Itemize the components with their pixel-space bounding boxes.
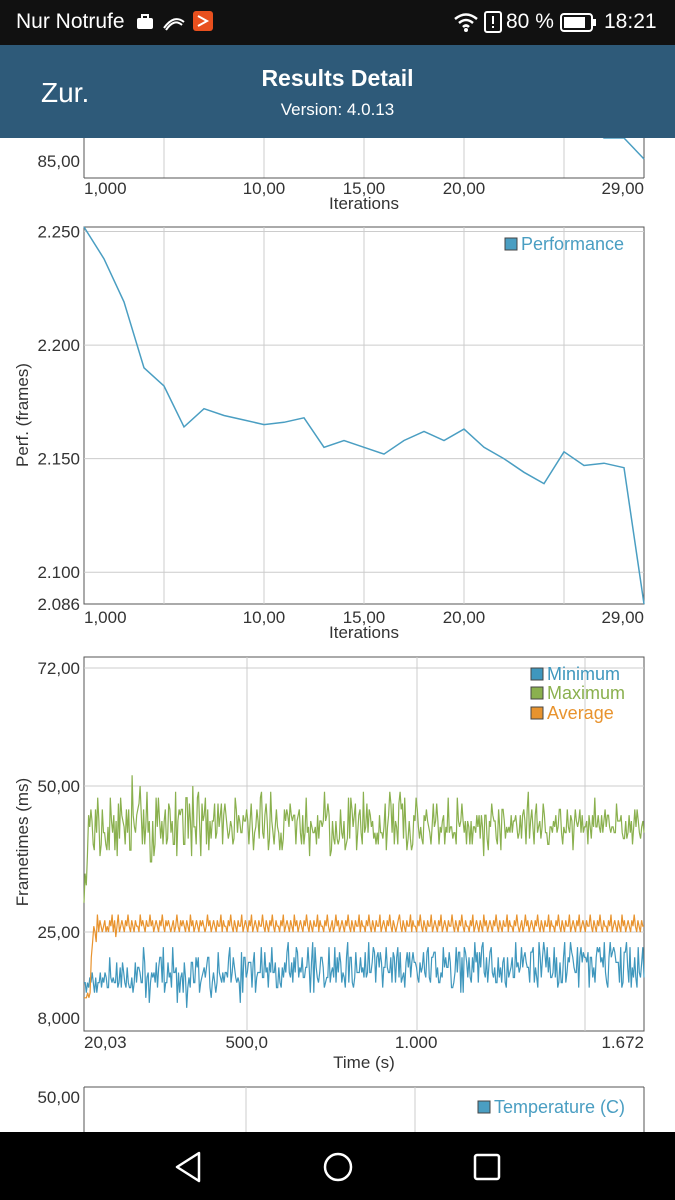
chart1-x-tick-label: 10,00 [243, 179, 286, 198]
chart1-x-tick-label: 1,000 [84, 179, 127, 198]
chart3-x-tick-label: 20,03 [84, 1033, 127, 1052]
carrier-label: Nur Notrufe [16, 10, 125, 33]
legend-average-swatch [530, 706, 544, 720]
chart2-y-tick-label: 2.200 [37, 336, 80, 355]
chart3-y-axis-label: Frametimes (ms) [13, 778, 32, 906]
legend-average: Average [547, 703, 614, 723]
app-bar: Zur. Results Detail Version: 4.0.13 [0, 45, 675, 138]
chart3-y-tick-label: 50,00 [37, 777, 80, 796]
battery-icon [560, 13, 596, 32]
chart2-y-axis-label: Perf. (frames) [13, 363, 32, 467]
navigation-bar [0, 1132, 675, 1200]
notification-app-icon [193, 11, 213, 31]
chart1-x-tick-label: 29,00 [601, 179, 644, 198]
legend-minimum: Minimum [547, 664, 620, 684]
recents-square-icon[interactable] [473, 1153, 501, 1181]
status-bar: Nur Notrufe 80 % 18:21 [0, 0, 675, 45]
chart3-frame [83, 656, 645, 1032]
legend-performance: Performance [521, 234, 624, 254]
performance-line [83, 226, 645, 605]
average-line [84, 914, 644, 999]
chart2-x-tick-label: 20,00 [443, 608, 486, 627]
chart2-x-tick-label: 15,00 [343, 608, 386, 627]
chart3-x-tick-label: 1.672 [601, 1033, 644, 1052]
legend-maximum-swatch [530, 686, 544, 700]
wifi-icon [454, 13, 478, 32]
chart4-y-tick-label: 50,00 [37, 1088, 80, 1107]
chart1-x-axis-label: Iterations [329, 194, 399, 213]
chart3-x-axis-label: Time (s) [333, 1053, 395, 1072]
briefcase-icon [137, 14, 153, 29]
chart3-x-tick-label: 500,0 [225, 1033, 268, 1052]
legend-maximum: Maximum [547, 683, 625, 703]
nfc-icon [163, 18, 185, 31]
clock: 18:21 [604, 10, 657, 33]
chart3-y-tick-label: 25,00 [37, 923, 80, 942]
chart3-x-tick-label: 1.000 [395, 1033, 438, 1052]
chart1-series-line [602, 138, 645, 160]
legend-performance-swatch [504, 237, 518, 251]
chart1-x-tick-label: 20,00 [443, 179, 486, 198]
chart2-y-tick-label: 2.086 [37, 595, 80, 614]
legend-minimum-swatch [530, 667, 544, 681]
chart2-x-axis-label: Iterations [329, 623, 399, 642]
legend-temperature: Temperature (C) [494, 1097, 625, 1117]
charts-area[interactable]: 85,001,000 10,00 15,00 20,00 29,00Iterations… [0, 138, 675, 1132]
version-label: Version: 4.0.13 [280, 100, 395, 119]
chart3-y-tick-label: 72,00 [37, 659, 80, 678]
page-title: Results Detail [261, 65, 414, 91]
battery-percent: 80 % [506, 10, 554, 33]
minimum-line [84, 941, 645, 1008]
chart2-y-tick-label: 2.100 [37, 563, 80, 582]
legend-temperature-swatch [477, 1100, 491, 1114]
chart3-y-tick-label: 8,000 [37, 1009, 80, 1028]
back-triangle-icon[interactable] [173, 1151, 203, 1183]
chart2-x-tick-label: 1,000 [84, 608, 127, 627]
chart2-y-tick-label: 2.150 [37, 450, 80, 469]
chart1-x-tick-label: 15,00 [343, 179, 386, 198]
alert-icon [484, 11, 502, 33]
chart2-x-tick-label: 29,00 [601, 608, 644, 627]
chart2-x-tick-label: 10,00 [243, 608, 286, 627]
maximum-line [83, 775, 645, 903]
home-circle-icon[interactable] [322, 1151, 354, 1183]
back-button[interactable]: Zur. [41, 77, 90, 108]
chart1-y-tick-label: 85,00 [37, 152, 80, 171]
chart2-y-tick-label: 2.250 [37, 223, 80, 242]
